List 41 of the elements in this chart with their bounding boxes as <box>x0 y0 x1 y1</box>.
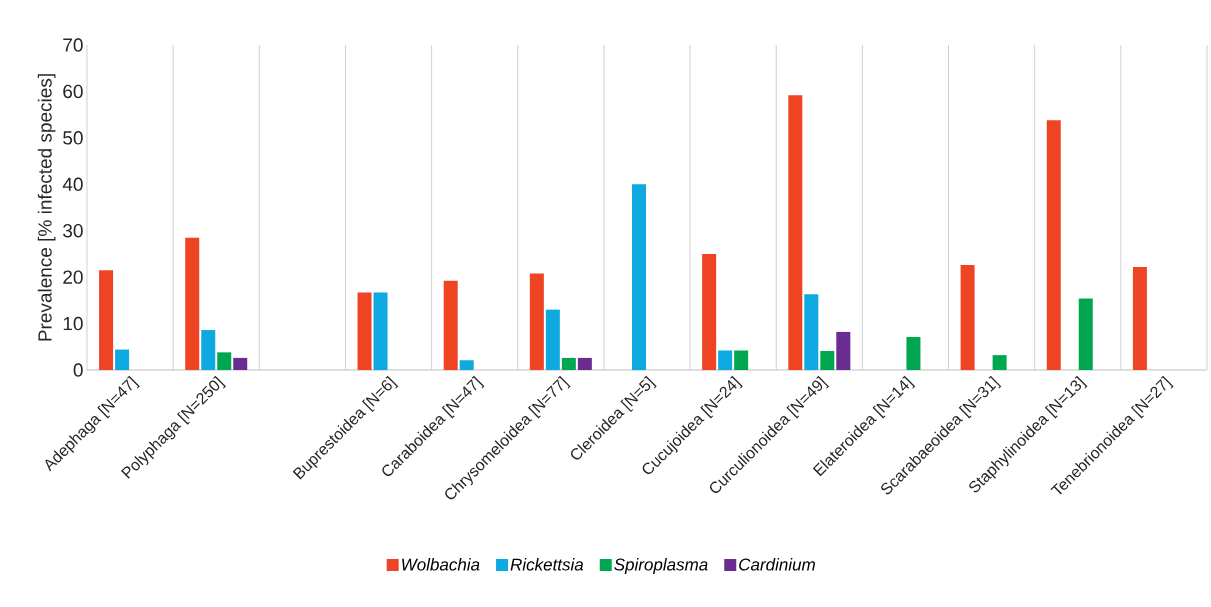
bar <box>373 292 388 370</box>
legend-label: Wolbachia <box>402 558 480 571</box>
y-tick-label: 60 <box>63 84 83 99</box>
bar <box>788 95 803 370</box>
bar <box>459 360 474 370</box>
bar <box>357 292 372 370</box>
bar <box>960 265 975 370</box>
bar <box>734 350 749 370</box>
bar <box>718 350 733 370</box>
bar <box>545 309 560 370</box>
y-tick-label: 0 <box>73 363 83 377</box>
bar <box>99 270 114 370</box>
bar <box>1046 120 1061 370</box>
bar <box>529 273 544 370</box>
y-tick-label: 30 <box>63 223 83 238</box>
bar <box>577 357 592 370</box>
legend-label: Rickettsia <box>510 558 584 571</box>
legend-label: Spiroplasma <box>614 558 708 574</box>
bar <box>820 350 835 370</box>
bar <box>443 280 458 370</box>
bar <box>233 357 248 370</box>
bar <box>702 253 717 370</box>
bar <box>992 355 1007 370</box>
bar <box>185 237 200 370</box>
bar <box>217 352 232 370</box>
y-tick-label: 40 <box>62 177 83 192</box>
y-tick-label: 10 <box>63 316 83 331</box>
bar <box>1132 266 1147 370</box>
bar <box>632 184 646 370</box>
y-axis-title: Prevalence [% infected species] <box>37 74 56 341</box>
bar <box>906 337 921 370</box>
y-tick-label: 50 <box>63 131 83 145</box>
bar <box>201 330 216 370</box>
y-tick-label: 20 <box>63 270 83 284</box>
y-tick-label: 70 <box>63 38 83 52</box>
bar <box>1078 298 1093 370</box>
bar <box>836 331 851 370</box>
bar <box>561 357 576 370</box>
bar <box>115 349 130 370</box>
bar <box>804 294 819 370</box>
legend-label: Cardinium <box>739 558 815 571</box>
